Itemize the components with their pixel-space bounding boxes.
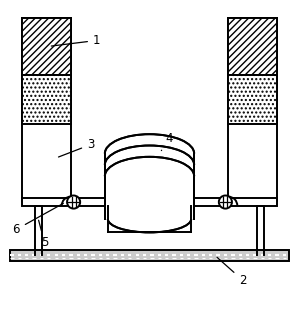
Text: 3: 3 xyxy=(59,138,94,157)
Text: 2: 2 xyxy=(217,257,246,287)
Circle shape xyxy=(219,196,232,209)
Bar xyxy=(228,18,277,201)
Bar xyxy=(22,198,277,206)
Bar xyxy=(228,75,277,124)
Bar xyxy=(10,250,289,261)
Text: 4: 4 xyxy=(161,132,173,150)
Circle shape xyxy=(67,196,80,209)
Text: 5: 5 xyxy=(39,220,48,249)
Bar xyxy=(22,18,71,75)
Bar xyxy=(228,18,277,75)
Bar xyxy=(108,206,191,232)
Bar xyxy=(22,18,71,201)
Bar xyxy=(106,154,193,219)
Text: 6: 6 xyxy=(13,204,63,236)
Bar xyxy=(22,75,71,124)
Text: 1: 1 xyxy=(51,34,100,47)
